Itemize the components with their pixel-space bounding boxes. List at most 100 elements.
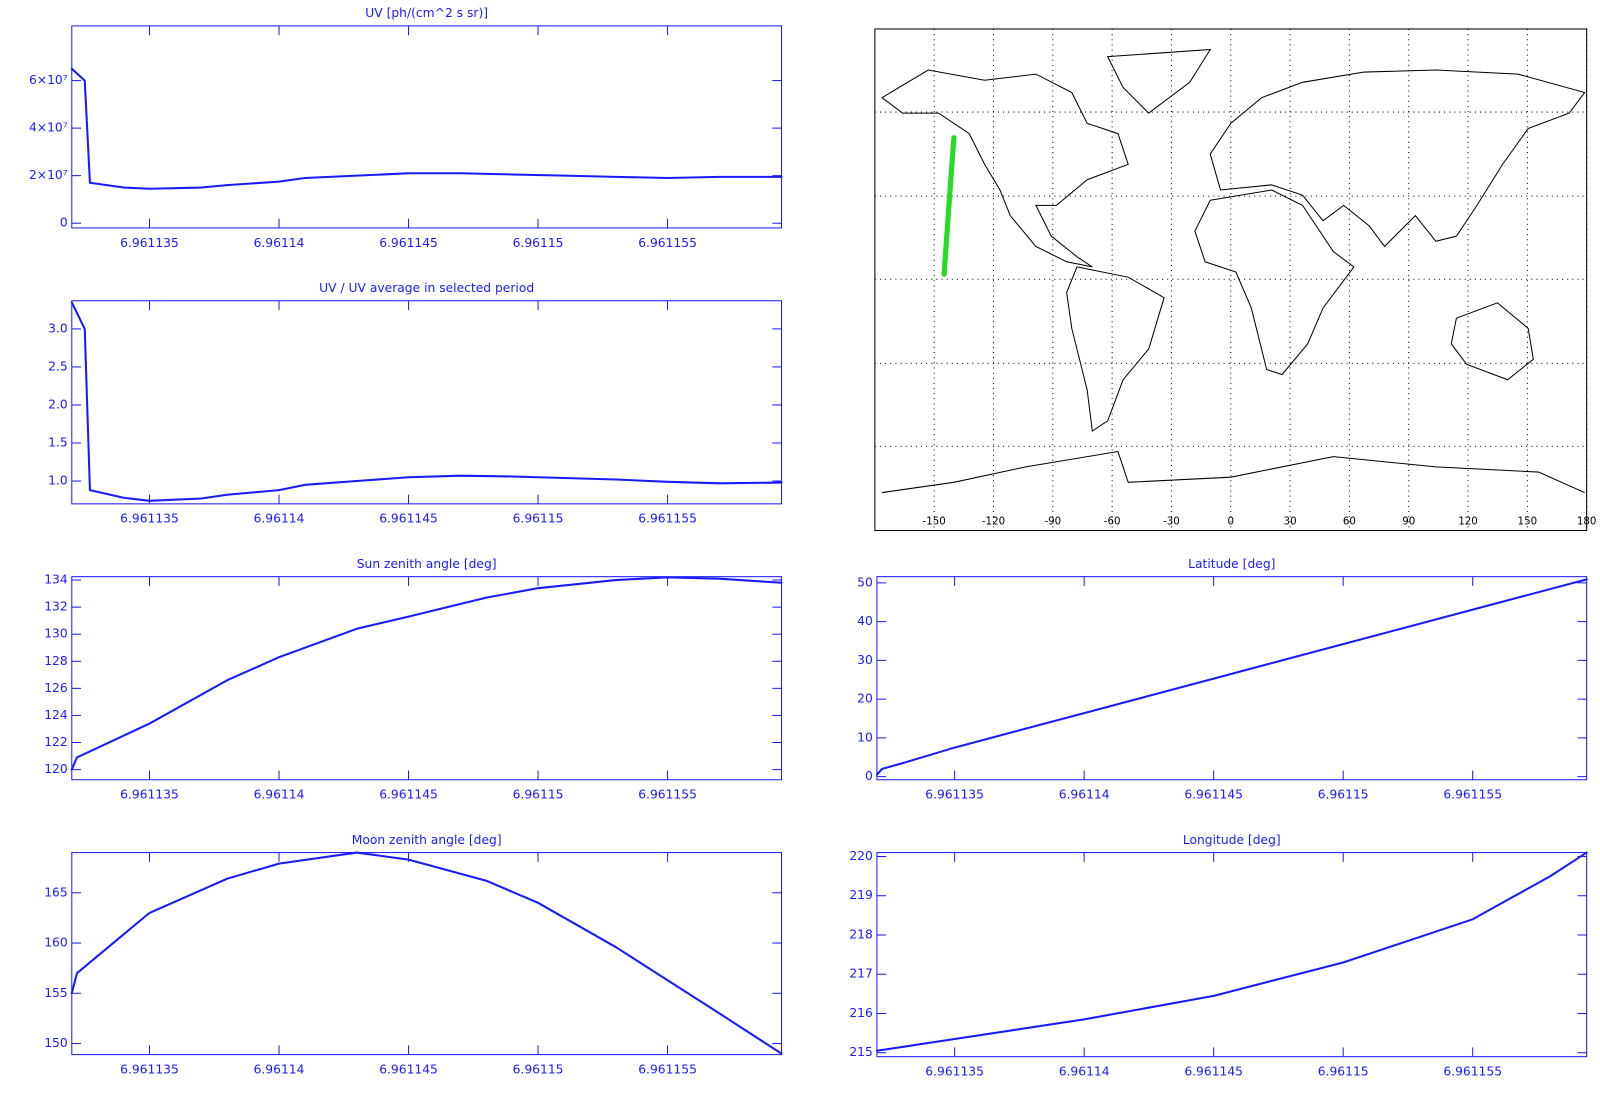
chart-title: Latitude [deg] <box>1188 557 1275 571</box>
y-tick-label: 160 <box>44 936 67 950</box>
y-tick-label: 4×10⁷ <box>29 121 68 135</box>
data-line <box>875 578 1588 776</box>
data-line <box>70 301 783 502</box>
y-tick-label: 2×10⁷ <box>29 168 68 182</box>
x-tick-label: 150 <box>1518 515 1538 527</box>
x-tick-label: 6.96114 <box>1059 1065 1110 1079</box>
x-tick-label: 6.961155 <box>638 788 697 802</box>
plot-frame <box>71 852 783 1056</box>
latitude-grid <box>874 111 1587 447</box>
antarctica <box>881 450 1585 494</box>
coastlines <box>881 48 1586 494</box>
y-tick-label: 128 <box>44 654 67 668</box>
australia <box>1450 302 1534 381</box>
x-tick-label: -60 <box>1104 515 1121 527</box>
y-tick-label: 130 <box>44 627 67 641</box>
y-tick-label: 155 <box>44 986 67 1000</box>
x-tick-label: 60 <box>1343 515 1356 527</box>
plot-frame <box>71 576 783 781</box>
x-tick-label: 180 <box>1577 515 1597 527</box>
y-tick-label: 0 <box>865 769 873 783</box>
y-tick-label: 1.5 <box>48 435 68 449</box>
x-tick-label: 6.961135 <box>120 512 179 526</box>
data-line <box>70 576 783 771</box>
x-tick-label: 6.96115 <box>513 512 564 526</box>
x-tick-label: 6.961155 <box>1443 1065 1502 1079</box>
y-tick-label: 3.0 <box>48 321 68 335</box>
y-tick-label: 218 <box>849 927 872 941</box>
x-tick-label: 6.961135 <box>925 1065 984 1079</box>
x-tick-label: 6.961145 <box>1184 1065 1243 1079</box>
x-tick-label: 6.96115 <box>1318 1065 1369 1079</box>
y-tick-label: 150 <box>44 1036 67 1050</box>
eurasia <box>1209 69 1586 248</box>
x-tick-label: 6.96114 <box>1059 788 1110 802</box>
x-tick-label: -90 <box>1044 515 1061 527</box>
x-tick-label: 6.961155 <box>638 236 697 250</box>
x-tick-label: 30 <box>1284 515 1297 527</box>
x-tick-label: 6.96114 <box>254 512 305 526</box>
chart-title: UV / UV average in selected period <box>319 281 534 295</box>
x-tick-label: 6.96115 <box>513 1063 564 1077</box>
plot-frame <box>71 25 783 229</box>
x-tick-label: 6.96114 <box>254 788 305 802</box>
x-tick-label: 90 <box>1402 515 1415 527</box>
chart-title: UV [ph/(cm^2 s sr)] <box>365 6 488 20</box>
x-tick-label: 6.961155 <box>638 512 697 526</box>
y-tick-label: 120 <box>44 762 67 776</box>
x-tick-label: 6.961135 <box>120 236 179 250</box>
x-tick-label: 120 <box>1458 515 1478 527</box>
y-tick-label: 10 <box>857 730 873 744</box>
y-tick-label: 40 <box>857 614 873 628</box>
x-tick-label: 6.961135 <box>120 1063 179 1077</box>
chart-title: Sun zenith angle [deg] <box>357 557 497 571</box>
y-tick-label: 216 <box>849 1006 873 1020</box>
x-tick-label: -30 <box>1163 515 1180 527</box>
plot-frame <box>71 300 783 505</box>
y-tick-label: 30 <box>857 653 873 667</box>
greenland <box>1106 48 1212 114</box>
x-tick-label: 6.961145 <box>379 1063 438 1077</box>
ground-track <box>941 135 957 277</box>
data-line <box>70 67 783 190</box>
y-tick-label: 215 <box>849 1045 872 1059</box>
x-tick-label: 6.961145 <box>1184 788 1243 802</box>
plot-frame <box>876 852 1588 1058</box>
data-line <box>875 851 1588 1052</box>
y-tick-label: 122 <box>44 735 67 749</box>
y-tick-label: 124 <box>44 708 68 722</box>
y-tick-label: 20 <box>857 692 873 706</box>
x-tick-label: 6.96115 <box>1318 788 1369 802</box>
x-tick-label: 6.96115 <box>513 788 564 802</box>
x-tick-label: 6.96114 <box>254 1063 305 1077</box>
chart-title: Moon zenith angle [deg] <box>352 833 502 847</box>
x-tick-label: 0 <box>1228 515 1235 527</box>
chart-title: Longitude [deg] <box>1183 833 1281 847</box>
y-tick-label: 50 <box>857 575 873 589</box>
x-tick-label: 6.961145 <box>379 788 438 802</box>
data-line <box>70 851 783 1055</box>
y-tick-label: 0 <box>60 216 68 230</box>
y-tick-label: 220 <box>849 849 872 863</box>
x-tick-label: 6.961155 <box>1443 788 1502 802</box>
y-tick-label: 2.0 <box>48 397 68 411</box>
y-tick-label: 2.5 <box>48 359 68 373</box>
y-tick-label: 219 <box>849 888 872 902</box>
y-tick-label: 134 <box>44 573 68 587</box>
x-tick-label: 6.961135 <box>925 788 984 802</box>
y-tick-label: 126 <box>44 681 68 695</box>
y-tick-label: 132 <box>44 600 67 614</box>
plot-frame <box>876 576 1588 781</box>
africa <box>1194 189 1355 376</box>
north-america <box>881 69 1129 268</box>
x-tick-label: -150 <box>923 515 946 527</box>
y-tick-label: 217 <box>849 967 872 981</box>
x-tick-label: 6.961135 <box>120 788 179 802</box>
y-tick-label: 165 <box>44 885 67 899</box>
x-tick-label: 6.96114 <box>254 236 305 250</box>
x-tick-label: 6.961145 <box>379 236 438 250</box>
x-tick-label: -120 <box>982 515 1005 527</box>
x-tick-label: 6.96115 <box>513 236 564 250</box>
